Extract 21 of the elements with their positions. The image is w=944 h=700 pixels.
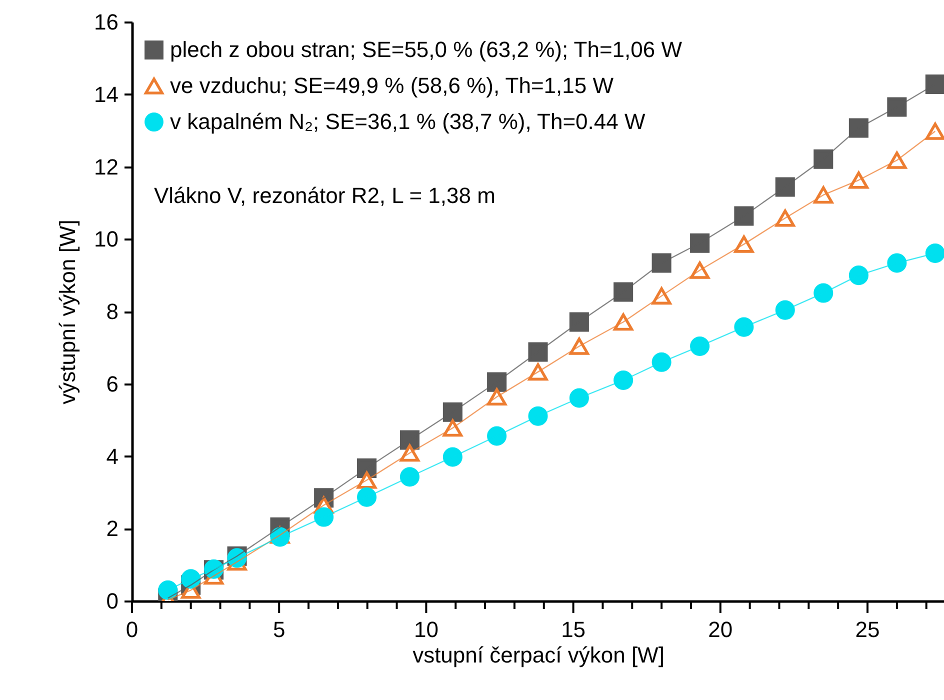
x-axis-title: vstupní čerpací výkon [W] [412, 642, 664, 668]
y-axis-title: výstupní výkon [W] [55, 220, 80, 404]
y-tick-label: 6 [106, 371, 118, 396]
y-tick-label: 14 [94, 82, 118, 107]
y-tick-label: 4 [106, 444, 118, 469]
x-tick-label: 25 [855, 617, 880, 642]
x-tick-label: 15 [561, 617, 586, 642]
legend-label: ve vzduchu; SE=49,9 % (58,6 %), Th=1,15 W [170, 73, 614, 98]
x-tick-label: 20 [708, 617, 733, 642]
y-tick-label: 12 [94, 154, 118, 180]
x-tick-label: 5 [272, 617, 286, 642]
annotation: Vlákno V, rezonátor R2, L = 1,38 m [154, 183, 496, 208]
x-tick-label: 0 [126, 617, 138, 642]
y-tick-label: 2 [106, 516, 118, 542]
y-tick-label: 8 [106, 299, 118, 324]
legend-label: plech z obou stran; SE=55,0 % (63,2 %); Th=1,06 W [170, 37, 682, 62]
y-tick-label: 0 [106, 588, 118, 614]
x-tick-label: 10 [414, 617, 438, 642]
y-tick-label: 16 [94, 10, 118, 34]
y-tick-label: 10 [94, 226, 118, 252]
legend-label: v kapalném N₂; SE=36,1 % (38,7 %), Th=0.44 W [170, 109, 646, 134]
